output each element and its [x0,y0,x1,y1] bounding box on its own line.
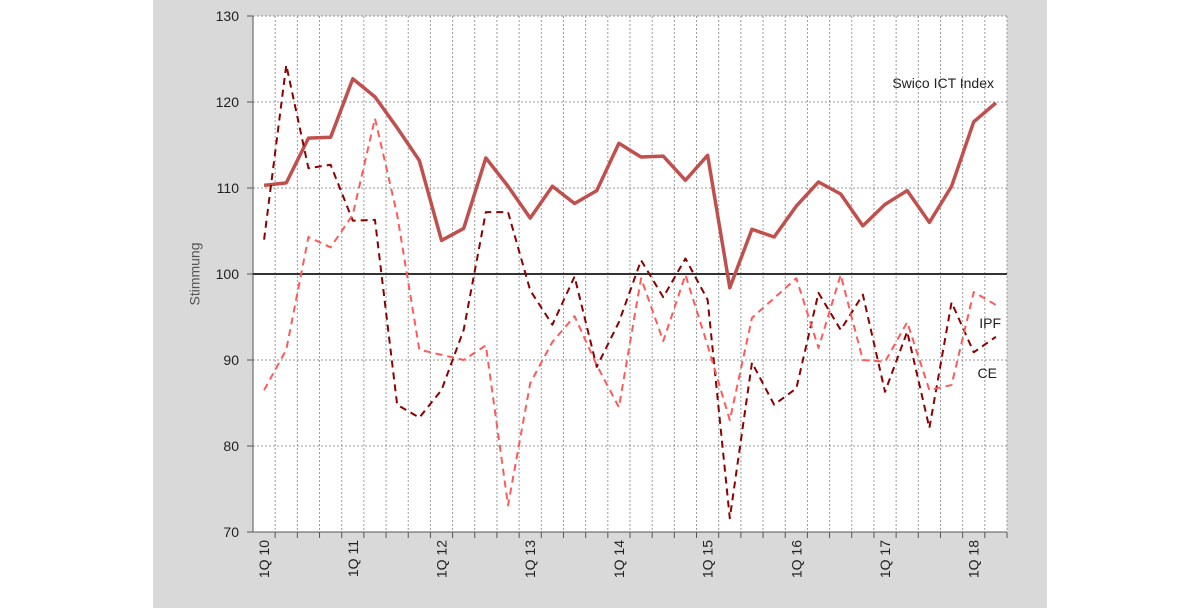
y-tick-label: 130 [216,8,240,24]
x-tick-label: 1Q 16 [788,540,804,578]
x-tick-label: 1Q 12 [434,540,450,578]
x-tick-label: 1Q 14 [611,540,627,578]
x-tick-label: 1Q 11 [345,540,361,577]
series-line [263,77,998,290]
x-tick-label: 1Q 17 [877,540,893,578]
series-label: CE [978,365,997,381]
x-tick-label: 1Q 10 [256,540,272,578]
y-axis-label: Stimmung [187,242,203,305]
y-tick-label: 70 [223,524,239,540]
y-tick-label: 120 [216,94,240,110]
y-tick-label: 110 [217,180,240,196]
series-label: IPF [979,315,1001,331]
series-line [263,64,997,520]
x-tick-label: 1Q 18 [966,540,982,578]
series-line [263,117,997,507]
y-tick-label: 80 [223,438,239,454]
y-tick-label: 90 [223,352,239,368]
x-tick-label: 1Q 13 [522,540,538,578]
y-tick-label: 100 [216,266,240,282]
series-label: Swico ICT Index [892,75,994,91]
x-tick-label: 1Q 15 [700,540,716,578]
